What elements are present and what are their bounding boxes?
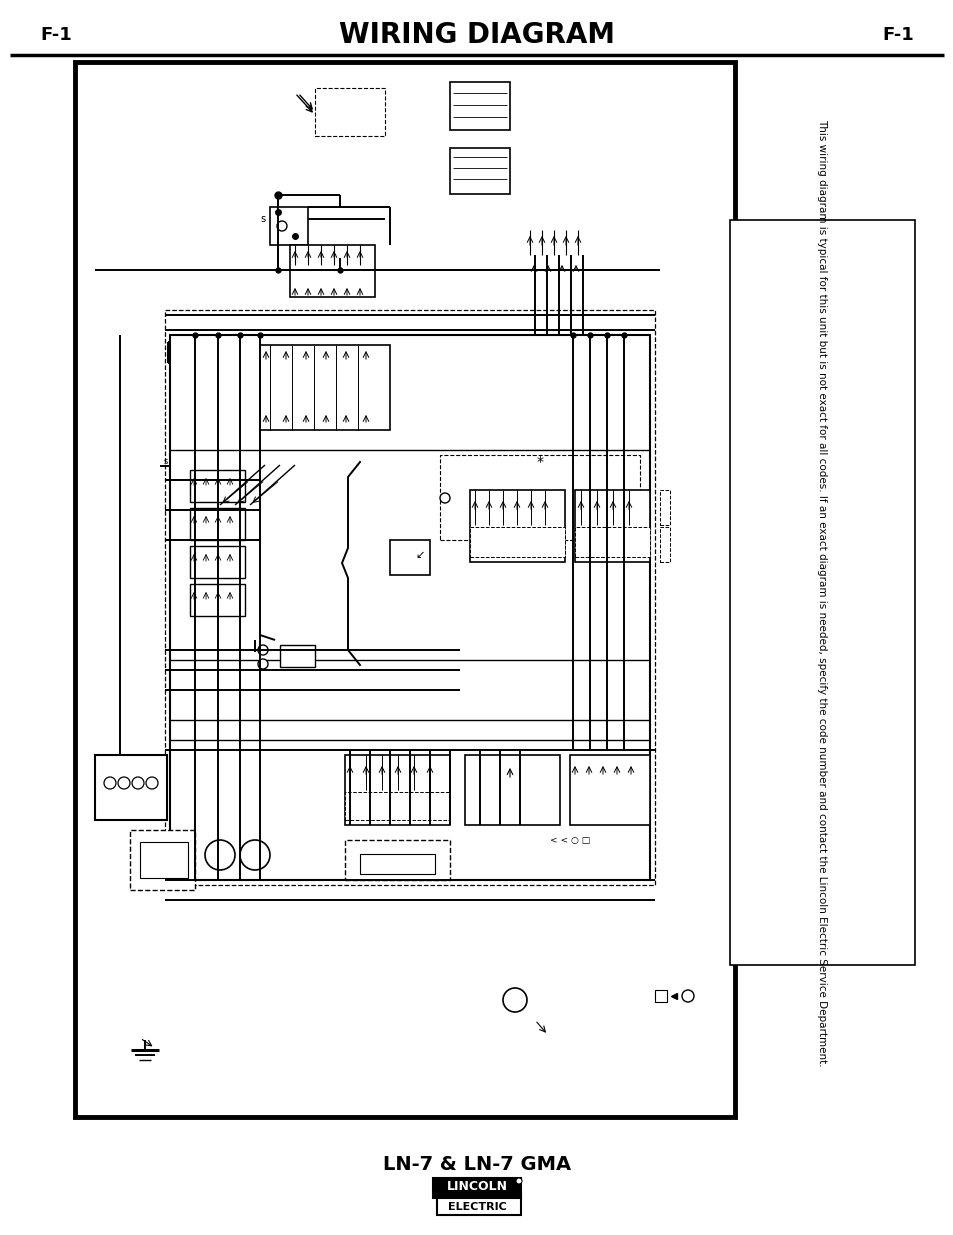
Text: < < ○ □: < < ○ □ [549, 836, 590, 845]
Circle shape [257, 659, 268, 669]
Text: LINCOLN: LINCOLN [446, 1181, 507, 1193]
Circle shape [502, 988, 526, 1011]
Bar [345, 840, 450, 881]
Text: *: * [536, 454, 543, 469]
Bar [729, 220, 914, 965]
Circle shape [178, 419, 192, 433]
Bar [345, 792, 450, 820]
Bar [569, 755, 649, 825]
Circle shape [118, 777, 130, 789]
Circle shape [104, 777, 116, 789]
Text: F-1: F-1 [40, 26, 71, 44]
Circle shape [240, 840, 270, 869]
Bar [655, 990, 666, 1002]
Bar [170, 335, 649, 881]
Bar [190, 546, 245, 578]
Bar [464, 755, 559, 825]
Text: s: s [260, 214, 265, 224]
Bar [290, 245, 375, 296]
Circle shape [439, 493, 450, 503]
Text: LN-7 & LN-7 GMA: LN-7 & LN-7 GMA [382, 1156, 571, 1174]
Circle shape [276, 221, 287, 231]
Text: ELECTRIC: ELECTRIC [447, 1202, 506, 1212]
Circle shape [681, 990, 693, 1002]
Bar [659, 490, 669, 525]
Bar [190, 584, 245, 616]
Bar [439, 454, 639, 540]
Text: ↙: ↙ [415, 550, 424, 559]
Text: This wiring diagram is typical for this unit but is not exact for all codes. If : This wiring diagram is typical for this … [817, 119, 826, 1066]
Bar [280, 645, 314, 667]
Bar [359, 853, 435, 874]
Text: s: s [164, 457, 168, 467]
Bar [433, 1178, 520, 1198]
Bar [470, 527, 564, 557]
Bar [130, 830, 194, 890]
Circle shape [174, 340, 185, 350]
Bar [345, 755, 450, 825]
Bar [659, 527, 669, 562]
Text: WIRING DIAGRAM: WIRING DIAGRAM [338, 21, 615, 49]
Circle shape [633, 493, 642, 503]
Bar [450, 82, 510, 130]
Text: F-1: F-1 [882, 26, 913, 44]
Bar [172, 458, 198, 473]
Bar [470, 490, 564, 562]
Circle shape [516, 1178, 521, 1184]
Bar [270, 207, 308, 245]
Circle shape [146, 777, 158, 789]
Bar [165, 310, 655, 885]
Bar [450, 148, 510, 194]
Circle shape [205, 840, 234, 869]
Bar [575, 490, 649, 562]
Bar [190, 508, 245, 540]
Bar [140, 842, 188, 878]
Bar [95, 755, 167, 820]
Bar [390, 540, 430, 576]
Circle shape [174, 354, 185, 366]
Circle shape [257, 645, 268, 655]
Bar [314, 88, 385, 136]
Bar [75, 62, 734, 1116]
Bar [436, 1198, 520, 1215]
Bar [190, 471, 245, 501]
Circle shape [132, 777, 144, 789]
Bar [260, 345, 390, 430]
Bar [575, 527, 649, 557]
